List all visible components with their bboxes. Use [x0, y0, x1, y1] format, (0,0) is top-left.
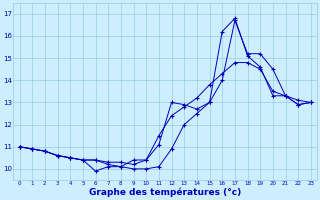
X-axis label: Graphe des températures (°c): Graphe des températures (°c) — [89, 188, 241, 197]
